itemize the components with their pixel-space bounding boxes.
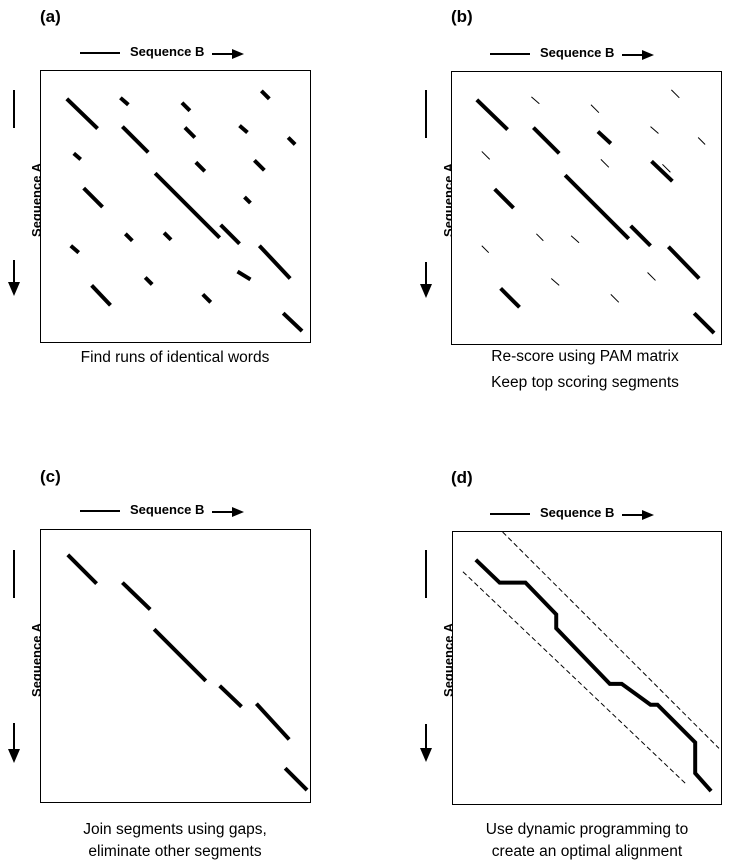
panel-c-dotplot [40,529,311,803]
caption-line: Find runs of identical words [80,349,270,366]
axis-a-line [13,550,15,598]
panel-d-caption: Use dynamic programming to create an opt… [437,819,733,863]
panel-d-dotplot [452,531,722,805]
down-arrow-icon [420,284,432,298]
axis-a-line [425,262,427,286]
caption-line: create an optimal alignment [491,843,683,860]
axis-b-line [490,52,530,55]
caption-line: Use dynamic programming to [485,821,689,838]
right-arrow-icon [212,45,245,60]
axis-a-line [425,550,427,598]
axis-b-line [490,512,530,515]
panel-d-segments [462,532,720,793]
right-arrow-icon [622,46,655,61]
panel-d-axis-b: Sequence B [490,505,655,521]
panel-d-axis-a-label: Sequence A [440,623,456,697]
panel-c-label: (c) [40,467,61,486]
panel-d-axis-a: Sequence A [412,540,456,780]
panel-c-axis-a: Sequence A [0,540,44,780]
panel-d-label: (d) [451,468,473,487]
panel-a-label: (a) [40,7,61,26]
down-arrow-icon [8,282,20,296]
caption-line: eliminate other segments [88,843,262,860]
panel-c-axis-a-label: Sequence A [28,623,44,697]
right-arrow-icon [212,503,245,518]
axis-b-line [80,509,120,512]
right-arrow-icon [622,506,655,521]
down-arrow-icon [420,748,432,762]
panel-b-axis-a: Sequence A [412,80,456,320]
down-arrow-icon [8,749,20,763]
axis-a-line [425,724,427,750]
panel-a-caption: Find runs of identical words [25,345,325,371]
axis-a-line [425,90,427,138]
panel-b-axis-b-label: Sequence B [540,45,615,60]
panel-b-segments [475,89,716,335]
panel-c-axis-b-label: Sequence B [130,502,205,517]
caption-line: Keep top scoring segments [491,374,679,391]
caption-line: Re-score using PAM matrix [491,348,679,365]
axis-a-line [13,723,15,751]
panel-d-axis-b-label: Sequence B [540,505,615,520]
panel-b-caption: Re-score using PAM matrix Keep top scori… [435,344,733,396]
panel-b-dotplot [451,71,722,345]
panel-a-dotplot [40,70,311,343]
panel-a-axis-a-label: Sequence A [28,163,44,237]
panel-c-caption: Join segments using gaps, eliminate othe… [25,819,325,863]
panel-a-axis-b-label: Sequence B [130,44,205,59]
caption-line: Join segments using gaps, [83,821,267,838]
panel-c-axis-b: Sequence B [80,502,245,518]
panel-b-axis-a-label: Sequence A [440,163,456,237]
panel-a-axis-a: Sequence A [0,80,44,320]
axis-a-line [13,90,15,128]
panel-b-label: (b) [451,7,473,26]
panel-b-axis-b: Sequence B [490,45,655,61]
axis-a-line [13,260,15,284]
panel-a-axis-b: Sequence B [80,44,245,60]
panel-c-segments [66,553,309,792]
axis-b-line [80,51,120,54]
panel-a-segments [65,89,304,333]
